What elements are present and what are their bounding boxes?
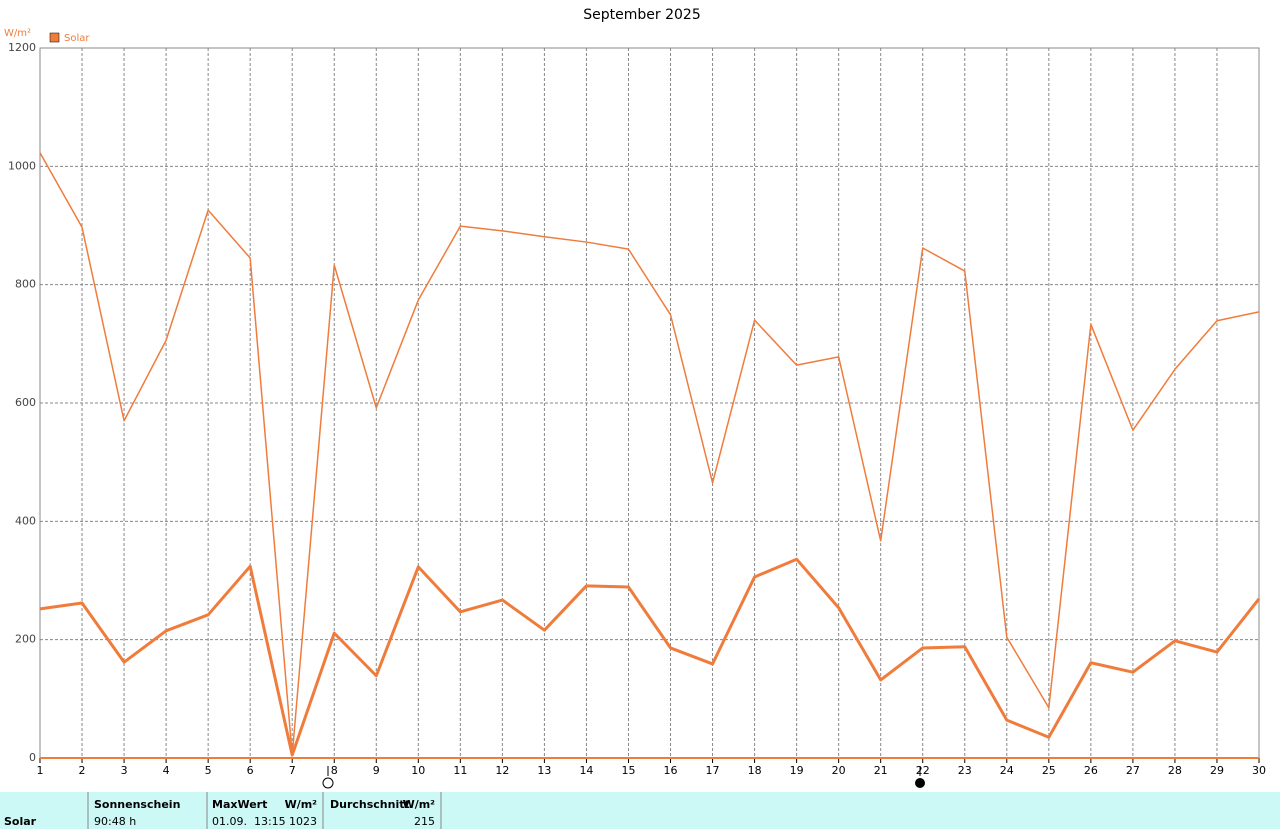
x-tick-label: 14 bbox=[579, 764, 593, 777]
x-tick-label: 8 bbox=[331, 764, 338, 777]
y-tick-label: 400 bbox=[15, 514, 36, 527]
x-tick-label: 16 bbox=[664, 764, 678, 777]
stats-bar bbox=[0, 792, 1280, 829]
stats-value: 1023 bbox=[289, 815, 317, 828]
x-tick-label: 24 bbox=[1000, 764, 1014, 777]
x-tick-label: 13 bbox=[537, 764, 551, 777]
y-tick-label: 1000 bbox=[8, 159, 36, 172]
x-tick-label: 9 bbox=[373, 764, 380, 777]
stats-header: Sonnenschein bbox=[94, 798, 180, 811]
stats-header: W/m² bbox=[403, 798, 436, 811]
x-tick-label: 27 bbox=[1126, 764, 1140, 777]
x-tick-label: 4 bbox=[163, 764, 170, 777]
chart-title: September 2025 bbox=[583, 7, 700, 23]
y-tick-label: 1200 bbox=[8, 41, 36, 54]
x-tick-label: 10 bbox=[411, 764, 425, 777]
y-axis-label: W/m² bbox=[4, 28, 31, 39]
grid bbox=[39, 48, 1260, 763]
legend-swatch bbox=[49, 32, 60, 43]
x-tick-label: 18 bbox=[748, 764, 762, 777]
x-tick-label: 21 bbox=[874, 764, 888, 777]
x-tick-label: 29 bbox=[1210, 764, 1224, 777]
x-tick-label: 7 bbox=[289, 764, 296, 777]
x-tick-label: 11 bbox=[453, 764, 467, 777]
x-tick-label: 6 bbox=[247, 764, 254, 777]
stats-dividers bbox=[87, 792, 442, 829]
y-tick-label: 600 bbox=[15, 396, 36, 409]
x-tick-label: 3 bbox=[121, 764, 128, 777]
legend-label: Solar bbox=[64, 33, 90, 44]
y-tick-label: 0 bbox=[29, 751, 36, 764]
stats-value: 90:48 h bbox=[94, 815, 136, 828]
stats-header: MaxWert bbox=[212, 798, 267, 811]
new-moon-icon bbox=[915, 778, 925, 788]
y-tick-label: 200 bbox=[15, 633, 36, 646]
x-tick-label: 30 bbox=[1252, 764, 1266, 777]
x-tick-label: 22 bbox=[916, 764, 930, 777]
stats-value: 215 bbox=[414, 815, 435, 828]
x-tick-label: 25 bbox=[1042, 764, 1056, 777]
x-tick-label: 20 bbox=[832, 764, 846, 777]
x-tick-label: 15 bbox=[621, 764, 635, 777]
lines bbox=[39, 152, 1261, 757]
stats-row-label: Solar bbox=[4, 815, 37, 828]
x-tick-label: 5 bbox=[205, 764, 212, 777]
x-tick-label: 1 bbox=[37, 764, 44, 777]
x-tick-label: 17 bbox=[706, 764, 720, 777]
stats-header: W/m² bbox=[285, 798, 318, 811]
x-tick-label: 28 bbox=[1168, 764, 1182, 777]
x-tick-label: 2 bbox=[79, 764, 86, 777]
y-tick-label: 800 bbox=[15, 278, 36, 291]
x-tick-label: 23 bbox=[958, 764, 972, 777]
x-tick-label: 19 bbox=[790, 764, 804, 777]
series-line bbox=[39, 152, 1260, 756]
stats-header: Durchschnitt bbox=[330, 798, 410, 811]
stats-value: 01.09. 13:15 bbox=[212, 815, 286, 828]
full-moon-icon bbox=[322, 777, 334, 789]
x-tick-label: 12 bbox=[495, 764, 509, 777]
x-tick-label: 26 bbox=[1084, 764, 1098, 777]
series-line bbox=[39, 557, 1261, 757]
